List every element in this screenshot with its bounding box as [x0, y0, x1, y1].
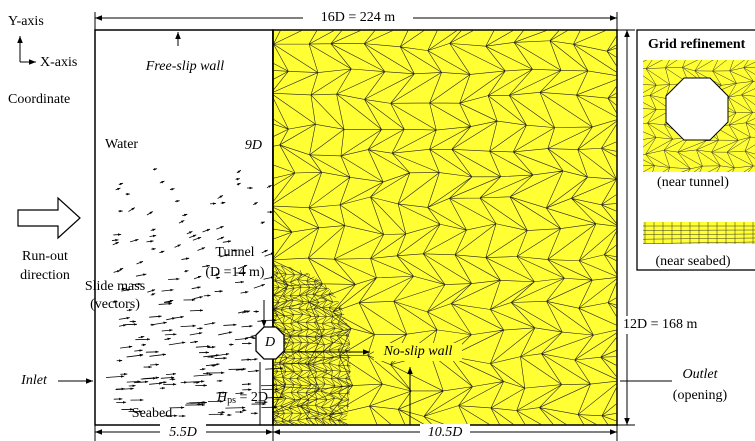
- slide-label: Slide mass: [85, 279, 145, 294]
- outlet-label: Outlet: [683, 367, 719, 382]
- vector: [221, 203, 226, 204]
- vector: [225, 408, 245, 409]
- height-label: 12D = 168 m: [623, 317, 698, 332]
- run-out-arrow: [18, 198, 80, 238]
- seabed-label: Seabed: [132, 406, 172, 421]
- left-length: 5.5D: [169, 425, 197, 440]
- vector: [210, 203, 216, 204]
- inset-tunnel-caption: (near tunnel): [657, 175, 729, 190]
- tunnel-symbol: D: [264, 335, 275, 350]
- burial-rest: = 2D: [236, 390, 268, 405]
- tunnel-note: (D =14 m): [205, 265, 265, 280]
- vector: [113, 234, 121, 235]
- tunnel-level: 9D: [245, 138, 262, 153]
- coordinate-label: Coordinate: [8, 92, 70, 107]
- figure: D 16D = 224 m 5.5D 10.5D 12D = 168 m 9D …: [0, 0, 755, 441]
- right-length: 10.5D: [428, 425, 463, 440]
- water-label: Water: [105, 137, 138, 152]
- flow-line2: direction: [20, 268, 70, 283]
- inlet-label: Inlet: [20, 373, 48, 388]
- y-axis-label: Y-axis: [8, 14, 44, 29]
- outlet-note: (opening): [673, 388, 728, 403]
- water-domain: [95, 30, 273, 425]
- inset-title: Grid refinement: [648, 37, 746, 52]
- vector: [150, 365, 159, 366]
- inset-tunnel: [666, 78, 728, 140]
- vector: [242, 384, 251, 385]
- width-label: 16D = 224 m: [321, 10, 396, 25]
- top-boundary: Free-slip wall: [145, 59, 225, 74]
- x-axis-label: X-axis: [40, 55, 77, 70]
- tunnel-label: Tunnel: [215, 245, 254, 260]
- vector: [190, 310, 203, 311]
- inset-seabed-caption: (near seabed): [655, 254, 730, 269]
- flow-line1: Run-out: [22, 249, 68, 264]
- burial-label: Hps = 2D: [216, 390, 268, 406]
- burial-subscript: ps: [227, 395, 236, 406]
- slide-note: (vectors): [90, 297, 140, 312]
- bottom-boundary: No-slip wall: [383, 344, 453, 359]
- vector: [204, 295, 211, 296]
